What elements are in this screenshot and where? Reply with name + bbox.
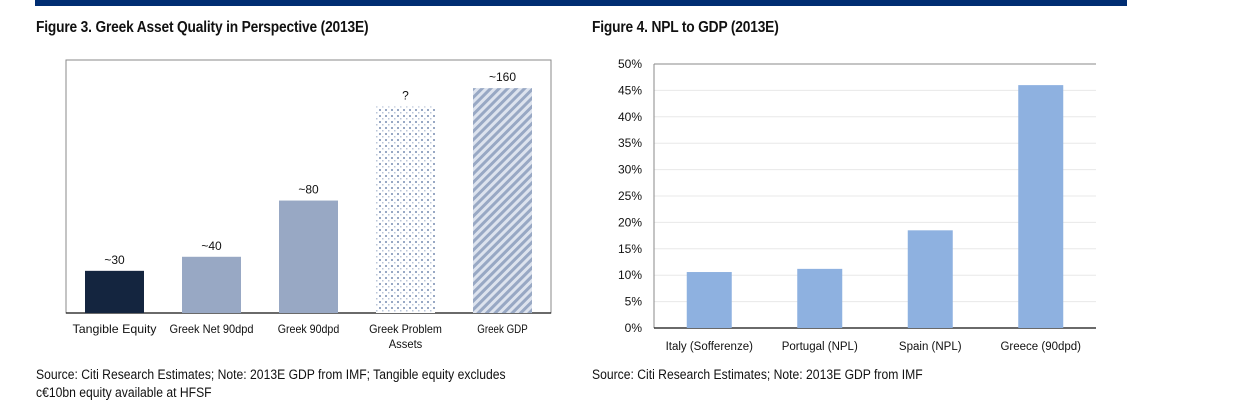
category-label: Greece (90dpd) (1000, 341, 1081, 353)
data-label: ~80 (298, 183, 319, 197)
data-label: ~160 (489, 70, 516, 84)
category-label: Assets (389, 337, 423, 351)
y-tick-label: 0% (625, 321, 643, 335)
bar (182, 256, 241, 313)
category-label: Spain (NPL) (899, 341, 962, 353)
bar (473, 88, 532, 313)
bar (907, 230, 953, 328)
bar (279, 200, 338, 313)
bar (686, 272, 732, 328)
bar (376, 106, 435, 313)
category-label: Tangible Equity (73, 322, 157, 336)
y-tick-label: 40% (618, 110, 642, 124)
y-tick-label: 45% (618, 83, 642, 97)
data-label: ~40 (201, 239, 222, 253)
bar (797, 268, 843, 328)
y-tick-label: 25% (618, 189, 642, 203)
y-tick-label: 50% (618, 57, 642, 71)
figure-3-source-note: Source: Citi Research Estimates; Note: 2… (36, 367, 506, 400)
figure-4-title: Figure 4. NPL to GDP (2013E) (592, 19, 779, 36)
category-label: Greek Problem (369, 322, 442, 336)
y-tick-label: 30% (618, 163, 642, 177)
figure-4-source-note: Source: Citi Research Estimates; Note: 2… (592, 367, 923, 382)
bar (1018, 85, 1064, 329)
category-label: Portugal (NPL) (782, 341, 858, 353)
y-tick-label: 10% (618, 268, 642, 282)
category-label: Greek Net 90dpd (170, 322, 254, 336)
data-label: ~30 (104, 253, 125, 267)
y-tick-label: 20% (618, 215, 642, 229)
category-label: Greek GDP (477, 322, 527, 336)
header-bar (35, 0, 1127, 6)
figure-3-chart: ~30 Tangible Equity ~40 Greek Net 90dpd ~80 G… (65, 59, 552, 351)
y-tick-label: 35% (618, 136, 642, 150)
bar (85, 270, 144, 313)
figure-4-chart: 0% 5% 10% 15% 20% 25% 30% 35% 40% 45% 50% Italy (So… (618, 57, 1096, 353)
y-tick-label: 15% (618, 242, 642, 256)
figure-3-title: Figure 3. Greek Asset Quality in Perspec… (36, 19, 369, 36)
category-label: Greek 90dpd (278, 322, 340, 336)
data-label: ? (402, 88, 409, 102)
y-tick-label: 5% (625, 295, 643, 309)
category-label: Italy (Sofferenze) (666, 341, 754, 353)
